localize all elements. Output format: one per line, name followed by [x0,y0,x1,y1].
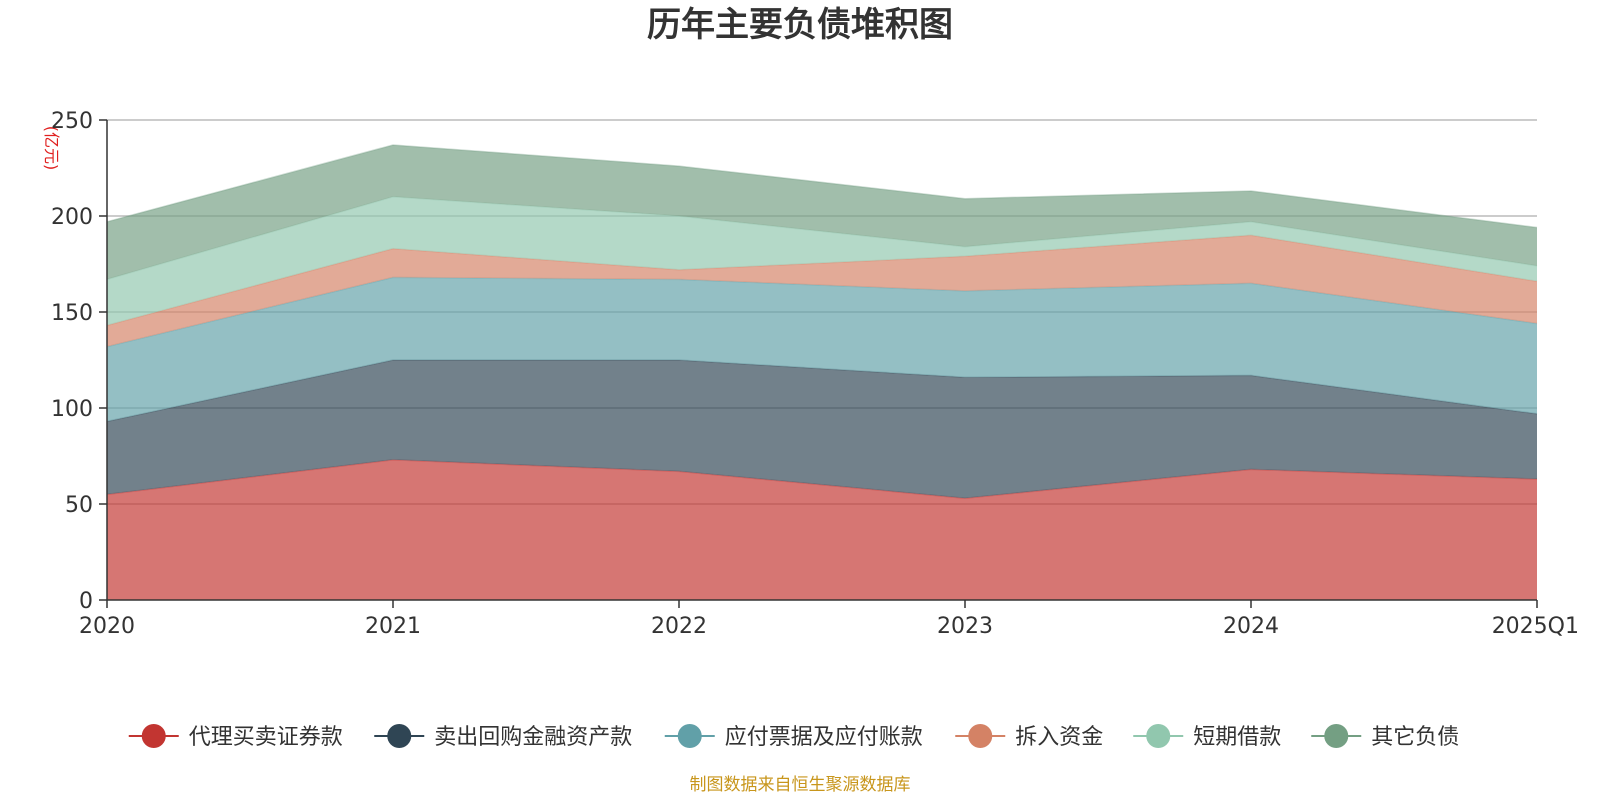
legend-label-4: 拆入资金 [1015,725,1103,750]
x-tick-label-2025Q1: 2025Q1 [1492,614,1579,639]
y-tick-label-200: 200 [51,205,93,230]
legend-label-3: 应付票据及应付账款 [725,725,923,750]
area-series-6-edge [106,144,1538,229]
source-note: 制图数据来自恒生聚源数据库 [690,775,911,795]
legend-marker-5 [1146,724,1171,748]
area-series-5 [107,196,1537,326]
area-series-group [106,144,1538,600]
legend-label-5: 短期借款 [1193,725,1281,750]
area-series-2 [107,360,1537,499]
legend-item-1: 代理买卖证券款 [128,724,343,750]
legend-item-5: 短期借款 [1133,724,1281,750]
legend-label-2: 卖出回购金融资产款 [434,725,632,750]
legend-item-6: 其它负债 [1311,724,1459,750]
legend-item-3: 应付票据及应付账款 [664,724,923,750]
area-series-6 [107,145,1537,280]
area-series-1 [107,459,1537,600]
legend-marker-1 [141,724,166,748]
chart-title: 历年主要负债堆积图 [647,5,953,45]
y-tick-label-150: 150 [51,301,93,326]
legend-marker-6 [1324,724,1349,748]
y-axis-unit-label: (亿元) [42,126,61,171]
axes: 0 50 100 150 200 250 2020 2021 2022 2023 2024 2025Q… [51,109,1579,639]
area-series-3 [107,277,1537,422]
legend: 代理买卖证券款 卖出回购金融资产款 应付票据及应付账款 拆入资金 短期借款 其它负债 [128,724,1459,750]
legend-marker-4 [968,724,993,748]
x-tick-label-2024: 2024 [1223,614,1279,639]
y-tick-label-100: 100 [51,397,93,422]
x-tick-label-2020: 2020 [79,614,135,639]
x-tick-label-2021: 2021 [365,614,421,639]
legend-label-6: 其它负债 [1371,725,1459,750]
y-tick-label-0: 0 [79,589,93,614]
legend-label-1: 代理买卖证券款 [189,725,343,750]
legend-marker-3 [677,724,702,748]
x-tick-label-2023: 2023 [937,614,993,639]
legend-item-2: 卖出回购金融资产款 [374,724,632,750]
x-tick-label-2022: 2022 [651,614,707,639]
area-series-4 [107,235,1537,347]
legend-marker-2 [387,724,412,748]
legend-item-4: 拆入资金 [955,724,1103,750]
y-tick-label-250: 250 [51,109,93,134]
y-tick-label-50: 50 [65,493,93,518]
